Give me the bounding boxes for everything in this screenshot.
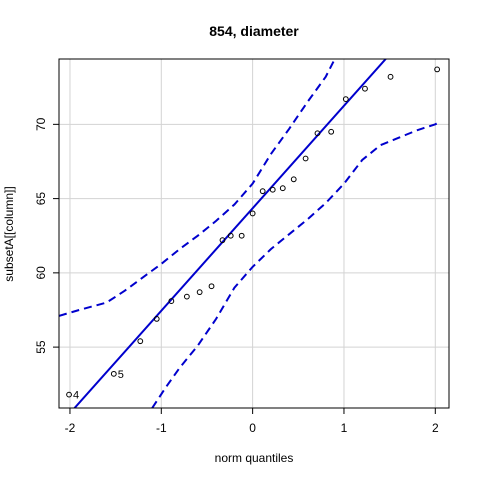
confidence-envelope-upper: [59, 59, 336, 317]
data-point-9: [227, 232, 234, 239]
data-point-6: [196, 289, 203, 296]
data-point-18: [328, 128, 335, 135]
data-point-7: [208, 283, 215, 290]
data-point-12: [259, 188, 266, 195]
x-tick-label-0: -2: [65, 421, 76, 435]
y-tick-label-0: 55: [34, 340, 48, 354]
data-point-16: [302, 155, 309, 162]
data-point-22: [434, 66, 441, 73]
data-point-15: [290, 176, 297, 183]
data-points: 45: [66, 66, 441, 402]
plot-frame: [58, 58, 450, 409]
data-point-14: [279, 185, 286, 192]
y-axis-label: subsetA[[column]]: [2, 186, 16, 281]
point-label-0: 4: [73, 390, 79, 402]
y-tick-label-3: 70: [34, 117, 48, 131]
data-point-11: [249, 210, 256, 217]
data-point-5: [183, 293, 190, 300]
data-point-3: [153, 315, 160, 322]
data-point-8: [219, 237, 226, 244]
x-tick-label-2: 0: [249, 421, 256, 435]
x-tick-label-4: 2: [432, 421, 439, 435]
data-point-19: [342, 96, 349, 102]
data-point-2: [137, 338, 144, 345]
data-point-13: [269, 186, 276, 193]
y-tick-label-1: 60: [34, 266, 48, 280]
plot-area: [59, 59, 439, 408]
data-point-21: [387, 73, 394, 80]
data-point-4: [168, 298, 175, 304]
x-tick-label-3: 1: [341, 421, 348, 435]
data-point-10: [238, 232, 245, 239]
data-point-0: [66, 391, 72, 398]
x-tick-label-1: -1: [156, 421, 167, 435]
data-point-20: [362, 85, 368, 92]
reference-line: [73, 59, 388, 408]
x-axis-label: norm quantiles: [215, 451, 294, 465]
point-label-1: 5: [118, 369, 124, 381]
y-tick-label-2: 65: [34, 192, 48, 206]
confidence-envelope-lower: [151, 122, 439, 408]
grid: [59, 59, 449, 408]
data-point-1: [110, 370, 117, 377]
data-point-17: [314, 130, 321, 137]
axes: -2 -1 0 1 2 55 60 65 70: [34, 117, 439, 435]
chart-title: 854, diameter: [209, 23, 299, 39]
